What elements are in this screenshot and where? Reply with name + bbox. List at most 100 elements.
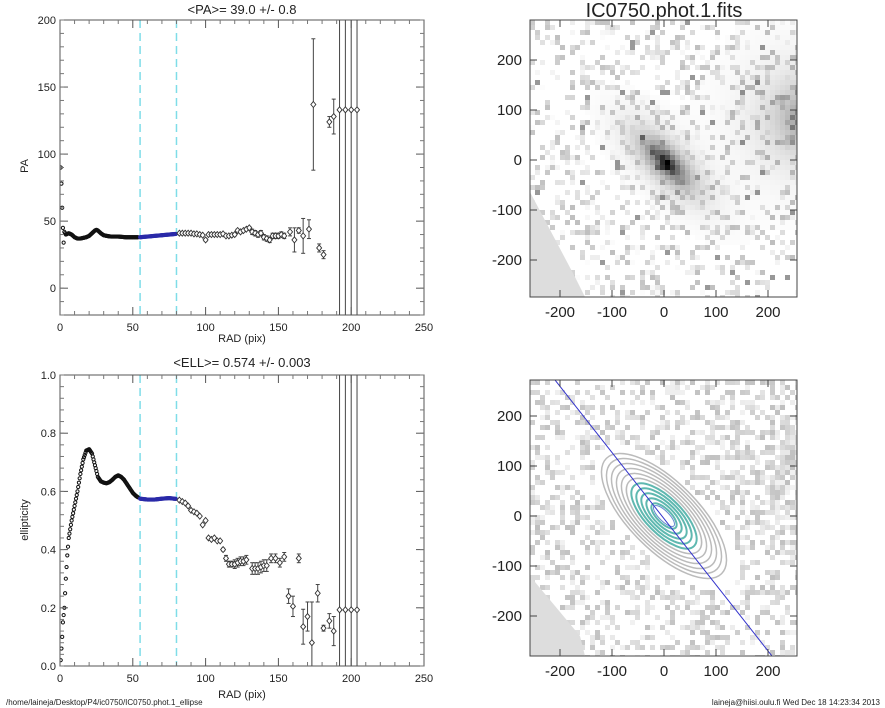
image-pixel	[785, 435, 790, 440]
image-pixel	[665, 460, 670, 465]
image-pixel	[595, 230, 600, 235]
image-pixel	[605, 135, 610, 140]
image-pixel	[700, 165, 705, 170]
image-pixel	[730, 135, 735, 140]
image-pixel	[655, 210, 660, 215]
image-pixel	[665, 115, 670, 120]
image-pixel	[635, 440, 640, 445]
image-pixel	[600, 35, 605, 40]
isophote-contour	[625, 477, 703, 555]
image-pixel	[750, 105, 755, 110]
image-pixel	[615, 110, 620, 115]
image-pixel	[600, 260, 605, 265]
image-pixel	[715, 130, 720, 135]
image-pixel	[710, 605, 715, 610]
image-pixel	[565, 465, 570, 470]
image-pixel	[655, 25, 660, 30]
image-pixel	[710, 285, 715, 290]
image-pixel	[780, 95, 785, 100]
image-pixel	[530, 445, 535, 450]
image-pixel	[785, 505, 790, 510]
image-pixel	[745, 295, 750, 297]
image-pixel	[760, 530, 765, 535]
image-pixel	[675, 75, 680, 80]
image-pixel	[785, 255, 790, 260]
data-point	[81, 455, 87, 460]
image-pixel	[585, 165, 590, 170]
image-pixel	[585, 440, 590, 445]
image-pixel	[670, 45, 675, 50]
image-pixel	[605, 145, 610, 150]
image-pixel	[665, 180, 670, 185]
image-pixel	[560, 575, 565, 580]
image-pixel	[675, 255, 680, 260]
image-pixel	[780, 595, 785, 600]
image-pixel	[535, 515, 540, 520]
image-pixel	[675, 135, 680, 140]
image-pixel	[680, 185, 685, 190]
y-tick-label: -200	[492, 608, 522, 625]
image-pixel	[585, 75, 590, 80]
image-pixel	[600, 125, 605, 130]
image-pixel	[620, 590, 625, 595]
image-pixel	[610, 550, 615, 555]
image-pixel	[710, 115, 715, 120]
image-pixel	[675, 595, 680, 600]
image-pixel	[535, 190, 540, 195]
image-pixel	[620, 135, 625, 140]
image-pixel	[570, 215, 575, 220]
image-pixel	[600, 90, 605, 95]
image-pixel	[750, 480, 755, 485]
image-pixel	[775, 510, 780, 515]
image-pixel	[755, 180, 760, 185]
image-pixel	[795, 75, 797, 80]
image-pixel	[540, 565, 545, 570]
image-pixel	[735, 195, 740, 200]
isophote-contour	[610, 462, 718, 570]
image-pixel	[795, 530, 797, 535]
image-pixel	[760, 120, 765, 125]
image-pixel	[600, 285, 605, 290]
image-pixel	[680, 80, 685, 85]
image-pixel	[715, 180, 720, 185]
image-pixel	[790, 180, 795, 185]
image-pixel	[780, 475, 785, 480]
image-pixel	[645, 125, 650, 130]
footer-path: /home/laineja/Desktop/P4/ic0750/IC0750.p…	[6, 698, 203, 707]
image-pixel	[780, 90, 785, 95]
image-pixel	[770, 430, 775, 435]
image-pixel	[775, 465, 780, 470]
image-pixel	[715, 415, 720, 420]
image-pixel	[625, 535, 630, 540]
image-pixel	[695, 155, 700, 160]
image-pixel	[780, 210, 785, 215]
image-pixel	[745, 140, 750, 145]
image-pixel	[690, 125, 695, 130]
image-pixel	[565, 405, 570, 410]
image-pixel	[670, 645, 675, 650]
image-pixel	[530, 380, 535, 385]
image-pixel	[710, 235, 715, 240]
image-pixel	[725, 510, 730, 515]
image-pixel	[735, 165, 740, 170]
image-pixel	[680, 595, 685, 600]
image-pixel	[725, 380, 730, 385]
image-pixel	[745, 200, 750, 205]
image-pixel	[750, 225, 755, 230]
image-pixel	[755, 435, 760, 440]
image-pixel	[695, 245, 700, 250]
x-tick-label: 200	[342, 322, 360, 334]
image-pixel	[570, 85, 575, 90]
image-pixel	[670, 595, 675, 600]
image-pixel	[600, 530, 605, 535]
image-pixel	[640, 190, 645, 195]
image-pixel	[610, 135, 615, 140]
image-pixel	[625, 90, 630, 95]
image-pixel	[545, 115, 550, 120]
image-pixel	[545, 25, 550, 30]
image-pixel	[745, 260, 750, 265]
image-pixel	[745, 615, 750, 620]
image-pixel	[695, 100, 700, 105]
image-pixel	[755, 280, 760, 285]
image-pixel	[600, 615, 605, 620]
